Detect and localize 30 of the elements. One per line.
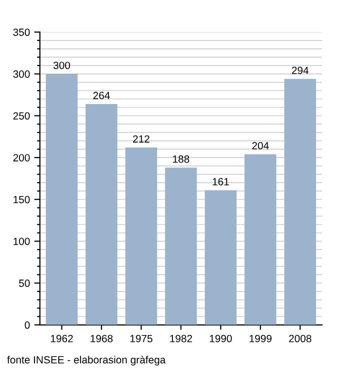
bar (86, 104, 118, 325)
data-label: 204 (252, 142, 269, 150)
y-tick-label: 300 (13, 70, 30, 78)
data-label: 188 (173, 155, 190, 163)
bar (46, 74, 78, 325)
bar (165, 168, 197, 325)
x-tick-label: 1999 (250, 334, 272, 342)
bar (284, 78, 316, 325)
y-tick-label: 100 (14, 238, 30, 246)
x-tick-label: 1968 (90, 334, 113, 342)
data-label: 212 (133, 135, 150, 143)
x-tick-label: 1982 (170, 334, 192, 342)
x-tick-label: 1990 (210, 334, 232, 342)
y-tick-label: 250 (13, 112, 30, 120)
bar (244, 154, 276, 325)
data-label: 300 (53, 62, 70, 70)
y-tick-label: 150 (14, 196, 30, 204)
data-label: 161 (212, 178, 229, 186)
source-note: fonte INSEE - elaborasion gràfega (7, 356, 166, 366)
x-tick-label: 1975 (130, 334, 152, 342)
bar (204, 190, 237, 325)
y-tick-label: 0 (24, 321, 30, 329)
y-tick-label: 200 (13, 154, 30, 162)
data-label: 294 (292, 66, 309, 74)
y-tick-label: 350 (13, 28, 30, 36)
x-tick-label: 1962 (50, 334, 73, 342)
bar (125, 148, 158, 325)
data-label: 264 (93, 92, 110, 100)
y-tick-label: 50 (19, 280, 30, 287)
x-tick-label: 2008 (289, 334, 312, 342)
